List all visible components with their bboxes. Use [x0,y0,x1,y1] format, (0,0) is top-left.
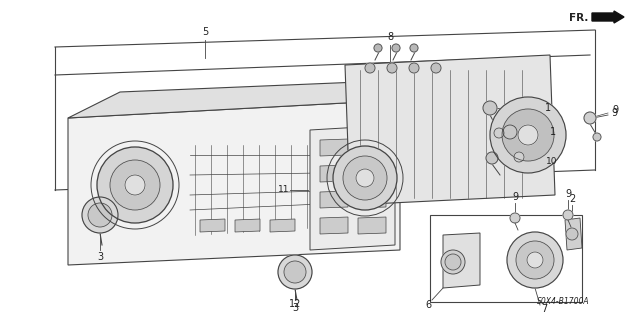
Text: 6: 6 [425,300,431,310]
Circle shape [563,210,573,220]
Circle shape [514,152,524,162]
Polygon shape [68,78,455,118]
Circle shape [374,44,382,52]
Circle shape [441,250,465,274]
Text: 3: 3 [292,303,298,313]
Circle shape [343,156,387,200]
Text: 10: 10 [546,157,558,166]
Polygon shape [200,219,225,232]
Polygon shape [320,217,348,234]
Circle shape [584,112,596,124]
Text: 5: 5 [202,27,208,37]
Polygon shape [235,219,260,232]
Text: 11: 11 [278,186,290,195]
Circle shape [110,160,160,210]
Polygon shape [270,219,295,232]
Text: 9: 9 [565,189,571,199]
Circle shape [409,63,419,73]
Text: 8: 8 [387,32,393,42]
Text: S0X4-B1700A: S0X4-B1700A [537,298,589,307]
Polygon shape [443,233,480,288]
Text: 9: 9 [611,108,617,118]
Text: FR.: FR. [569,13,588,23]
Text: 3: 3 [97,252,103,262]
Circle shape [445,254,461,270]
Circle shape [97,147,173,223]
Circle shape [483,101,497,115]
Circle shape [566,228,578,240]
Polygon shape [358,139,386,156]
Polygon shape [565,218,582,250]
Text: 2: 2 [569,194,575,204]
Polygon shape [310,125,395,250]
Text: 1: 1 [550,127,556,137]
Polygon shape [320,165,348,182]
Circle shape [88,203,112,227]
Circle shape [503,125,517,139]
Circle shape [593,133,601,141]
Circle shape [365,63,375,73]
Circle shape [516,241,554,279]
Polygon shape [358,217,386,234]
Polygon shape [358,191,386,208]
Bar [430,215,582,302]
Circle shape [527,252,543,268]
Circle shape [502,109,554,161]
Polygon shape [358,165,386,182]
Circle shape [410,44,418,52]
Polygon shape [320,191,348,208]
Circle shape [486,152,498,164]
Circle shape [284,261,306,283]
Text: 1: 1 [545,103,551,113]
Circle shape [356,169,374,187]
Circle shape [278,255,312,289]
Circle shape [333,146,397,210]
Text: 12: 12 [289,299,301,309]
Text: 7: 7 [541,304,547,314]
Circle shape [125,175,145,195]
Text: 9: 9 [512,192,518,202]
Circle shape [510,213,520,223]
Polygon shape [68,100,400,265]
Circle shape [490,97,566,173]
Polygon shape [320,139,348,156]
Circle shape [387,63,397,73]
Circle shape [82,197,118,233]
Circle shape [431,63,441,73]
Circle shape [507,232,563,288]
FancyArrow shape [592,11,624,23]
Circle shape [494,128,504,138]
Circle shape [392,44,400,52]
Polygon shape [345,55,555,205]
Text: 9: 9 [612,105,618,115]
Circle shape [518,125,538,145]
